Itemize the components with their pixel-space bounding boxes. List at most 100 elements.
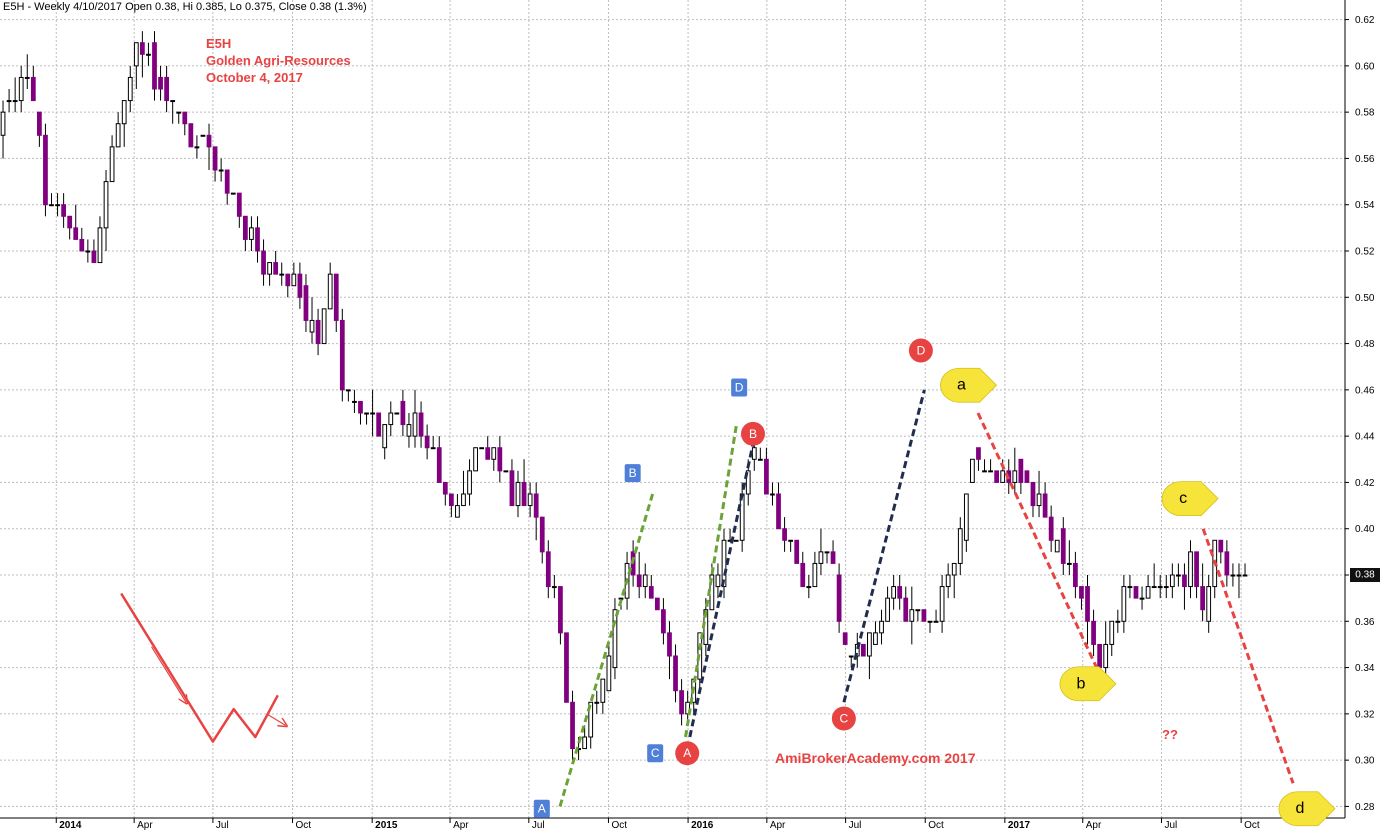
trend-line-green-dashed [558,493,655,807]
candle-bullish [915,609,921,612]
candle-bullish [218,169,224,172]
x-tick-label: Oct [1244,820,1260,831]
candle-bearish [782,528,787,541]
candle-bullish [406,424,412,437]
candle-bearish [921,609,927,622]
candle-bullish [503,470,509,473]
wave-label-red-circle-A: A [675,741,700,766]
candle-bearish [497,447,503,472]
candle-bullish [127,76,133,102]
wave-label-red-circle-B: B [740,421,765,446]
candle-bullish [85,250,91,253]
wave-label-text: b [1076,675,1085,692]
candle-bearish [994,470,1000,483]
candle-bearish [539,516,545,553]
candle-bearish [158,76,163,90]
candle-bullish [1036,493,1042,507]
candle-bullish [745,470,751,495]
trend-line-green-dashed [684,424,738,738]
candle-bearish [303,285,309,321]
trend-line-red-solid [120,592,279,743]
candle-bullish [115,123,121,148]
candle-bearish [67,215,73,229]
candle-bullish [430,447,436,450]
trend-line-red-dashed [976,412,1098,669]
candle-bearish [1133,586,1139,599]
candle-bearish [315,319,321,345]
candle-bearish [521,481,527,507]
candle-bullish [345,389,351,392]
candle-bullish [455,505,460,518]
question-marks: ?? [1162,727,1178,742]
candle-bullish [770,493,775,496]
candles [0,31,1248,761]
candle-bullish [103,181,109,229]
last-price-label: 0.38 [1355,570,1375,581]
y-tick-label: 0.48 [1355,339,1375,350]
candle-bearish [636,574,642,588]
candle-bearish [182,111,188,125]
candle-bearish [1042,493,1048,518]
candle-bullish [1121,586,1127,622]
candle-bearish [333,273,339,321]
wave-label-yellow-pointer-c: c [1161,481,1219,517]
y-tick-label: 0.54 [1355,200,1375,211]
wave-label-text: d [1295,800,1304,817]
wave-label-circle [831,706,856,731]
y-tick-label: 0.44 [1355,432,1375,443]
candle-bullish [757,458,763,461]
candle-bearish [830,551,836,564]
candle-bearish [654,597,660,611]
y-axis: 0.28 0.30 0.32 0.34 0.36 0.38 0.40 0.42 0.44 0.46… [1344,0,1375,818]
x-tick-label: 2014 [59,820,82,831]
x-axis: 2014 Apr Jul Oct 2015 Apr Jul Oct 2016 Apr Jul Oct 2… [0,817,1345,831]
candle-bearish [836,574,842,622]
candle-bullish [642,574,648,588]
candle-bullish [1054,539,1060,553]
candle-bullish [588,701,594,738]
title-symbol: E5H [206,36,232,51]
candle-bullish [867,632,872,657]
wave-label-circle [908,338,933,363]
candle-bullish [806,586,812,589]
y-tick-label: 0.58 [1355,108,1375,119]
candle-bearish [339,319,345,391]
y-tick-label: 0.46 [1355,385,1375,396]
candle-bearish [37,111,42,136]
candle-bearish [564,632,569,703]
candle-bullish [200,134,206,137]
chart-header: E5H - Weekly 4/10/2017 Open 0.38, Hi 0.3… [3,1,367,13]
candle-bullish [327,273,333,310]
candle-bullish [1157,586,1163,589]
candle-bullish [18,76,24,102]
candle-bearish [261,250,266,275]
candle-bearish [648,586,654,599]
candle-bearish [224,169,230,194]
candle-bullish [515,481,521,507]
candle-bearish [1091,620,1096,645]
trend-line-red-solid-arrow [150,646,187,703]
wave-label-box [647,744,664,763]
candle-bullish [891,586,897,599]
watermark: AmiBrokerAcademy.com 2017 [775,750,976,766]
y-tick-label: 0.50 [1355,293,1375,304]
x-tick-label: Jul [1165,820,1178,831]
candle-bearish [1182,574,1187,588]
candle-bearish [448,493,454,507]
candle-bearish [545,551,551,588]
candle-bullish [927,620,933,623]
candle-bullish [24,76,30,79]
wave-label-blue-square-C: C [647,744,664,763]
x-tick-label: Oct [928,820,944,831]
wave-label-pointer [1059,666,1117,702]
candle-bearish [255,227,260,252]
candle-bullish [49,204,54,207]
candle-bullish [1163,586,1169,589]
candle-bearish [43,134,48,206]
y-tick-label: 0.56 [1355,154,1375,165]
candle-bullish [382,424,388,449]
last-price-marker: 0.38 [1350,568,1380,582]
wave-label-circle [740,421,765,446]
candle-bearish [976,447,981,460]
title-date: October 4, 2017 [206,70,303,85]
